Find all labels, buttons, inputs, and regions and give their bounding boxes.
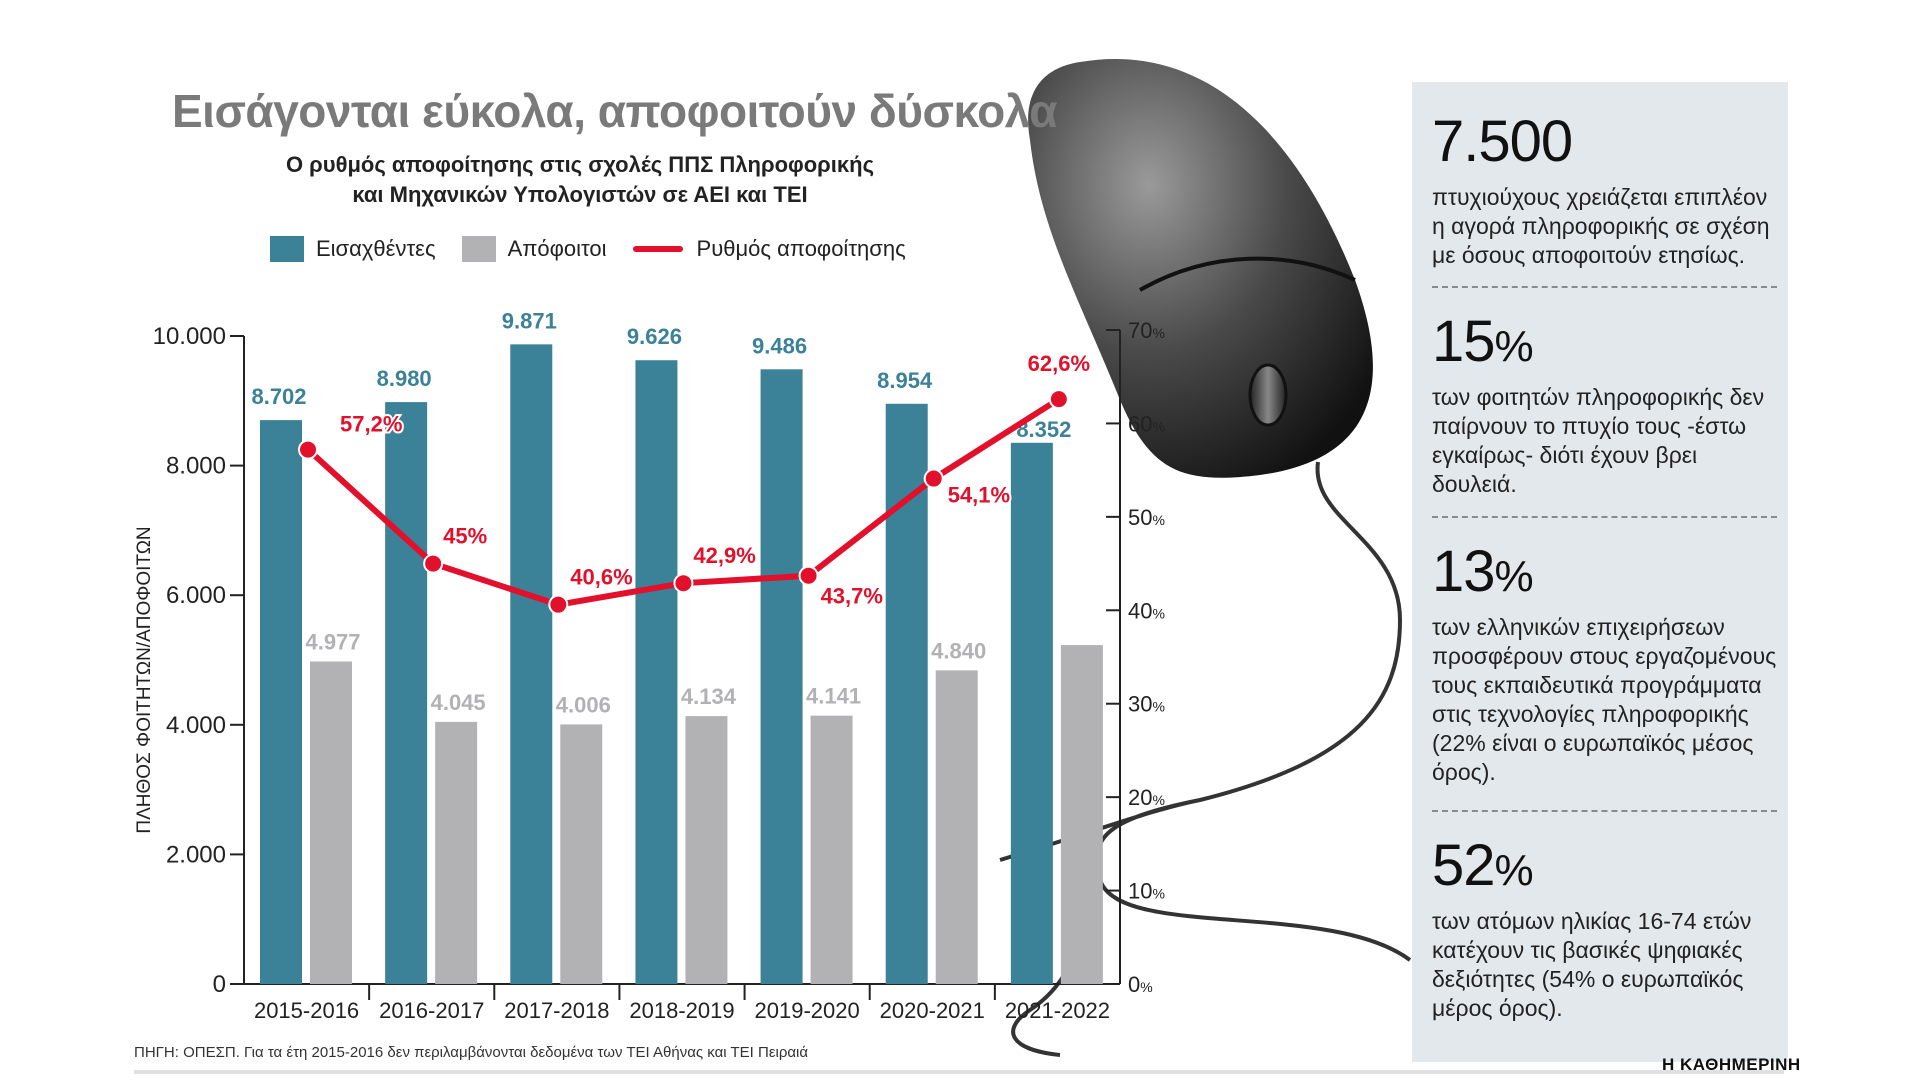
legend-graduates-label: Απόφοιτοι (507, 236, 607, 261)
graduates-bar (1060, 645, 1103, 984)
stat-divider (1432, 516, 1777, 518)
stat-text: των ατόμων ηλικίας 16-74 ετών κατέχουν τ… (1432, 908, 1752, 1021)
right-tick-label: 60% (1128, 411, 1165, 436)
subtitle-line-2: και Μηχανικών Υπολογιστών σε ΑΕΙ και ΤΕΙ (352, 182, 808, 207)
graduates-bar (435, 721, 478, 984)
rate-value-label: 54,1% (948, 483, 1010, 508)
admitted-bar (635, 360, 678, 984)
category-label: 2021-2022 (1005, 998, 1110, 1023)
stat-number: 13% (1432, 539, 1534, 604)
chart-legend: Εισαχθέντες Απόφοιτοι Ρυθμός αποφοίτησης (270, 236, 932, 262)
admitted-value-label: 8.954 (877, 368, 933, 393)
legend-rate: Ρυθμός αποφοίτησης (632, 236, 906, 262)
stat-text: των ελληνικών επιχειρήσεων προσφέρουν στ… (1432, 614, 1777, 785)
rate-point (673, 573, 694, 594)
graduates-value-label: 4.977 (305, 629, 360, 654)
stat-block-2: 15% των φοιτητών πληροφορικής δεν παίρνο… (1432, 312, 1777, 499)
legend-graduates: Απόφοιτοι (461, 236, 607, 262)
source-note: ΠΗΓΗ: ΟΠΕΣΠ. Για τα έτη 2015-2016 δεν πε… (134, 1044, 809, 1061)
left-tick-label: 4.000 (166, 712, 226, 739)
left-tick-label: 8.000 (166, 453, 226, 480)
right-tick-label: 0% (1128, 972, 1153, 997)
stat-number: 15% (1432, 309, 1534, 374)
admitted-bar (510, 344, 553, 984)
page-title: Εισάγονται εύκολα, αποφοιτούν δύσκολα (172, 85, 1058, 137)
stat-block-3: 13% των ελληνικών επιχειρήσεων προσφέρου… (1432, 542, 1777, 787)
graduates-bar (810, 715, 853, 984)
legend-admitted: Εισαχθέντες (270, 236, 436, 262)
right-tick-label: 30% (1128, 692, 1165, 717)
mouse-body (1028, 58, 1373, 478)
graduates-bar (310, 661, 352, 984)
rate-value-label: 40,6% (570, 565, 632, 590)
right-tick-label: 50% (1128, 505, 1165, 530)
mouse-button-divider (1139, 256, 1356, 292)
rate-point (798, 565, 819, 586)
rate-point (548, 594, 569, 615)
graduates-bar (935, 670, 978, 984)
graduates-value-label: 4.134 (681, 684, 737, 709)
rate-point (423, 553, 444, 574)
legend-rate-line (632, 246, 683, 252)
left-tick-label: 10.000 (153, 323, 226, 350)
stat-text: πτυχιούχους χρειάζεται επιπλέον η αγορά … (1432, 184, 1770, 268)
stat-block-1: 7.500 πτυχιούχους χρειάζεται επιπλέον η … (1432, 112, 1777, 270)
chart-subtitle: Ο ρυθμός αποφοίτησης στις σχολές ΠΠΣ Πλη… (260, 150, 900, 210)
graduates-value-label: 4.141 (806, 684, 861, 709)
legend-rate-label: Ρυθμός αποφοίτησης (696, 236, 906, 261)
rate-point (923, 468, 944, 489)
subtitle-line-1: Ο ρυθμός αποφοίτησης στις σχολές ΠΠΣ Πλη… (285, 152, 875, 177)
legend-graduates-swatch (461, 236, 496, 262)
graduates-value-label: 4.840 (931, 638, 986, 663)
graduates-value-label: 4.006 (556, 692, 611, 717)
admitted-bar (385, 402, 428, 984)
stats-panel (1412, 82, 1788, 1062)
publisher-logo: Η ΚΑΘΗΜΕΡΙΝΗ (1662, 1055, 1801, 1074)
graduation-chart: 0 2.000 4.000 6.000 8.000 10.000 0% 10% 20% 30% 40… (134, 308, 1165, 1023)
right-tick-label: 10% (1128, 879, 1165, 904)
stat-divider (1432, 810, 1777, 812)
admitted-value-label: 9.871 (502, 308, 557, 333)
graduates-value-label: 4.045 (431, 690, 486, 715)
category-label: 2019-2020 (755, 998, 860, 1023)
admitted-bar (1010, 442, 1053, 984)
admitted-value-label: 9.486 (752, 333, 807, 358)
graduates-bar (685, 716, 728, 984)
admitted-value-label: 8.980 (377, 366, 432, 391)
y-axis-title: ΠΛΗΘΟΣ ΦΟΙΤΗΤΩΝ/ΑΠΟΦΟΙΤΩΝ (134, 526, 155, 833)
category-label: 2016-2017 (379, 998, 484, 1023)
graduates-bar (560, 724, 603, 984)
left-tick-label: 2.000 (166, 841, 226, 868)
category-label: 2017-2018 (504, 998, 609, 1023)
rate-value-label: 45% (443, 524, 487, 549)
right-tick-label: 20% (1128, 785, 1165, 810)
admitted-value-label: 9.626 (627, 324, 682, 349)
legend-admitted-swatch (270, 236, 304, 262)
stat-number: 7.500 (1432, 109, 1573, 174)
admitted-bar (760, 369, 803, 984)
category-label: 2020-2021 (880, 998, 985, 1023)
stat-divider (1432, 286, 1777, 288)
legend-admitted-label: Εισαχθέντες (316, 236, 436, 261)
rate-point (1048, 389, 1069, 410)
category-label: 2018-2019 (629, 998, 734, 1023)
left-tick-label: 6.000 (166, 582, 226, 609)
bottom-rule (134, 1070, 1784, 1074)
right-tick-label: 70% (1128, 318, 1165, 343)
stat-text: των φοιτητών πληροφορικής δεν παίρνουν τ… (1432, 384, 1765, 497)
category-label: 2015-2016 (254, 998, 359, 1023)
rate-value-label: 62,6% (1028, 351, 1090, 376)
rate-value-label: 57,2% (340, 412, 402, 437)
mouse-scroll-wheel (1248, 363, 1288, 427)
stat-block-4: 52% των ατόμων ηλικίας 16-74 ετών κατέχο… (1432, 836, 1777, 1023)
rate-point (298, 439, 318, 460)
rate-value-label: 43,7% (821, 584, 883, 609)
admitted-bar (260, 420, 302, 984)
right-tick-label: 40% (1128, 598, 1165, 623)
rate-value-label: 42,9% (693, 543, 755, 568)
stat-number: 52% (1432, 833, 1534, 898)
admitted-value-label: 8.702 (251, 384, 306, 409)
left-tick-label: 0 (213, 971, 226, 998)
